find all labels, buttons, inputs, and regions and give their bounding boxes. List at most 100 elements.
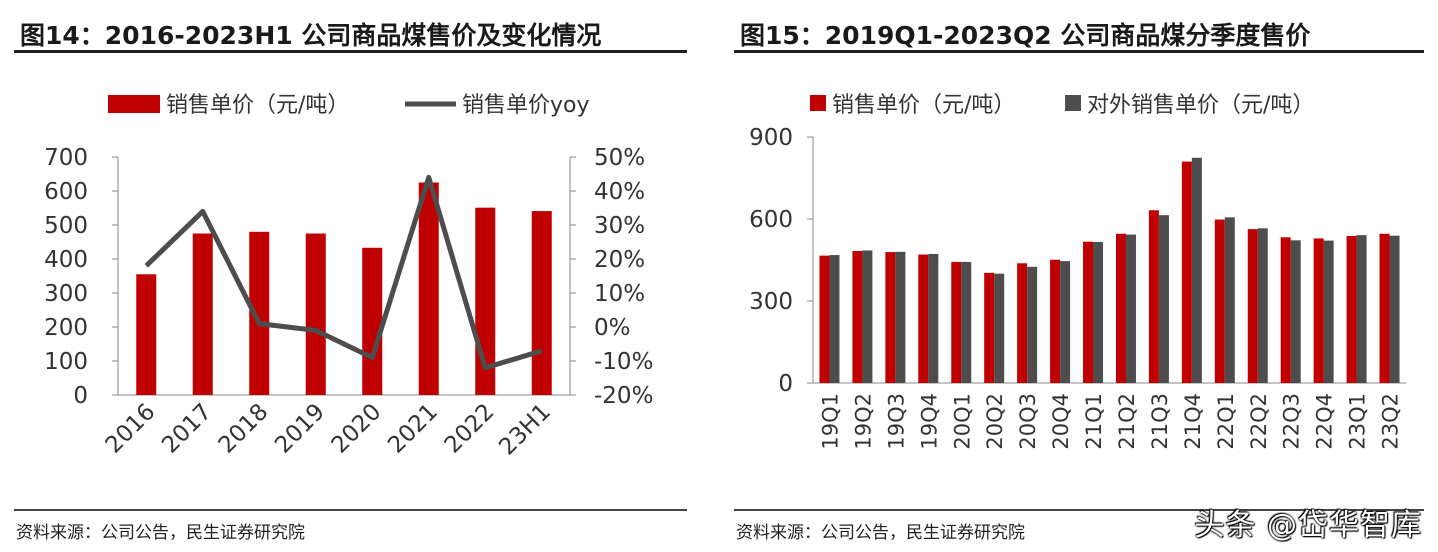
x-tick-label: 2019 — [270, 399, 330, 459]
y-left-tick-label: 500 — [44, 213, 88, 239]
bar-external-price-21Q1 — [1093, 241, 1104, 383]
y-tick-label: 300 — [749, 289, 793, 315]
bar-price-23Q2 — [1379, 233, 1390, 383]
chart-title-right: 图15：2019Q1-2023Q2 公司商品煤分季度售价 — [740, 21, 1311, 50]
y-left-tick-label: 700 — [44, 145, 88, 171]
chart-panel-left: 图14：2016-2023H1 公司商品煤售价及变化情况 销售单价（元/吨） 销售… — [0, 0, 700, 552]
x-tick-label: 22Q4 — [1313, 393, 1337, 450]
y-right-tick-label: 10% — [594, 281, 645, 307]
legend-swatch-price — [810, 95, 826, 111]
title-rule-left — [14, 50, 687, 53]
y-right-tick-label: 30% — [594, 213, 645, 239]
bar-price-21Q3 — [1148, 210, 1159, 383]
y-right-tick-label: 40% — [594, 179, 645, 205]
x-tick-label: 2016 — [101, 399, 161, 459]
bar-2017 — [192, 233, 213, 395]
x-tick-label: 2018 — [214, 399, 274, 459]
title-rule-right — [734, 50, 1424, 53]
bar-external-price-23Q1 — [1356, 235, 1367, 383]
x-tick-label: 2017 — [157, 399, 217, 459]
source-rule-right — [734, 509, 1424, 511]
x-tick-label: 20Q2 — [983, 393, 1007, 450]
y-right-tick-label: 20% — [594, 247, 645, 273]
bar-price-22Q4 — [1313, 238, 1324, 383]
x-tick-label: 19Q4 — [917, 393, 941, 450]
y-tick-label: 900 — [749, 125, 793, 151]
chart-right: 销售单价（元/吨） 对外销售单价（元/吨） 0 300 600 900 19Q1 19Q2… — [749, 93, 1406, 450]
legend-swatch-external-price — [1065, 95, 1081, 111]
source-note-left: 资料来源：公司公告，民生证券研究院 — [16, 523, 305, 543]
legend-label-line: 销售单价yoy — [462, 93, 590, 118]
bar-external-price-22Q2 — [1257, 228, 1268, 383]
bar-price-21Q4 — [1181, 161, 1192, 383]
x-tick-label: 21Q2 — [1115, 393, 1139, 450]
bar-2021 — [418, 182, 439, 395]
x-tick-label: 19Q3 — [884, 393, 908, 450]
source-note-right: 资料来源：公司公告，民生证券研究院 — [736, 523, 1025, 543]
x-tick-label: 21Q3 — [1148, 393, 1172, 450]
bar-2020 — [362, 247, 383, 395]
bar-external-price-22Q3 — [1290, 240, 1301, 383]
bar-external-price-22Q1 — [1224, 217, 1235, 383]
legend-label-external-price: 对外销售单价（元/吨） — [1087, 93, 1314, 118]
y-tick-label: 600 — [749, 207, 793, 233]
legend-label-price: 销售单价（元/吨） — [832, 93, 1015, 118]
watermark: 头条 @岱华智库 — [1194, 508, 1422, 543]
y-left-tick-label: 400 — [44, 247, 88, 273]
bar-external-price-23Q2 — [1389, 235, 1400, 383]
y-left-tick-label: 0 — [73, 383, 88, 409]
bar-price-21Q2 — [1115, 233, 1126, 383]
bar-price-22Q1 — [1214, 219, 1225, 383]
bar-external-price-20Q1 — [961, 261, 972, 383]
bar-external-price-19Q2 — [862, 250, 873, 383]
bar-external-price-20Q3 — [1027, 266, 1038, 383]
x-tick-label: 22Q2 — [1247, 393, 1271, 450]
chart-title-left: 图14：2016-2023H1 公司商品煤售价及变化情况 — [20, 21, 602, 50]
x-tick-label: 19Q1 — [818, 393, 842, 450]
y-right-tick-label: -10% — [594, 349, 653, 375]
bar-2019 — [305, 233, 326, 395]
legend-swatch-bar — [108, 95, 160, 113]
y-left-tick-label: 200 — [44, 315, 88, 341]
bar-price-19Q1 — [819, 255, 830, 383]
bar-external-price-20Q2 — [994, 273, 1005, 383]
bar-price-20Q1 — [951, 261, 962, 383]
x-tick-label: 22Q3 — [1280, 393, 1304, 450]
bar-price-19Q2 — [852, 250, 863, 383]
legend-label-bar: 销售单价（元/吨） — [166, 93, 349, 118]
x-tick-label: 22Q1 — [1214, 393, 1238, 450]
y-right-tick-label: 0% — [594, 315, 631, 341]
bar-price-19Q4 — [918, 254, 929, 383]
bar-price-20Q3 — [1017, 263, 1028, 383]
bar-external-price-21Q3 — [1158, 215, 1169, 383]
bar-external-price-19Q3 — [895, 251, 906, 383]
bar-external-price-22Q4 — [1323, 240, 1334, 383]
chart-left: 销售单价（元/吨） 销售单价yoy 0 100 200 300 400 500 600 700 -… — [44, 93, 653, 461]
y-left-tick-label: 600 — [44, 179, 88, 205]
x-tick-label: 20Q4 — [1049, 393, 1073, 450]
x-tick-label: 20Q1 — [950, 393, 974, 450]
bar-external-price-21Q4 — [1191, 157, 1202, 383]
bar-external-price-19Q1 — [829, 255, 840, 383]
bar-23H1 — [531, 211, 552, 395]
x-tick-label: 2021 — [383, 399, 443, 459]
bar-price-23Q1 — [1346, 235, 1357, 383]
x-tick-label: 19Q2 — [851, 393, 875, 450]
x-tick-label: 20Q3 — [1016, 393, 1040, 450]
bar-price-21Q1 — [1083, 241, 1094, 383]
bar-2018 — [249, 231, 270, 395]
bar-external-price-19Q4 — [928, 253, 939, 383]
bar-2016 — [136, 274, 157, 395]
y-left-tick-label: 100 — [44, 349, 88, 375]
y-tick-label: 0 — [778, 371, 793, 397]
bar-price-20Q2 — [984, 272, 995, 383]
chart-panel-right: 图15：2019Q1-2023Q2 公司商品煤分季度售价 销售单价（元/吨） 对外… — [720, 0, 1438, 552]
x-tick-label: 23H1 — [494, 399, 556, 461]
y-right-tick-label: 50% — [594, 145, 645, 171]
bar-external-price-21Q2 — [1125, 234, 1136, 383]
y-left-tick-label: 300 — [44, 281, 88, 307]
x-tick-label: 23Q1 — [1346, 393, 1370, 450]
yoy-line — [144, 174, 543, 371]
bar-price-20Q4 — [1050, 259, 1061, 383]
bar-price-22Q3 — [1280, 237, 1291, 383]
